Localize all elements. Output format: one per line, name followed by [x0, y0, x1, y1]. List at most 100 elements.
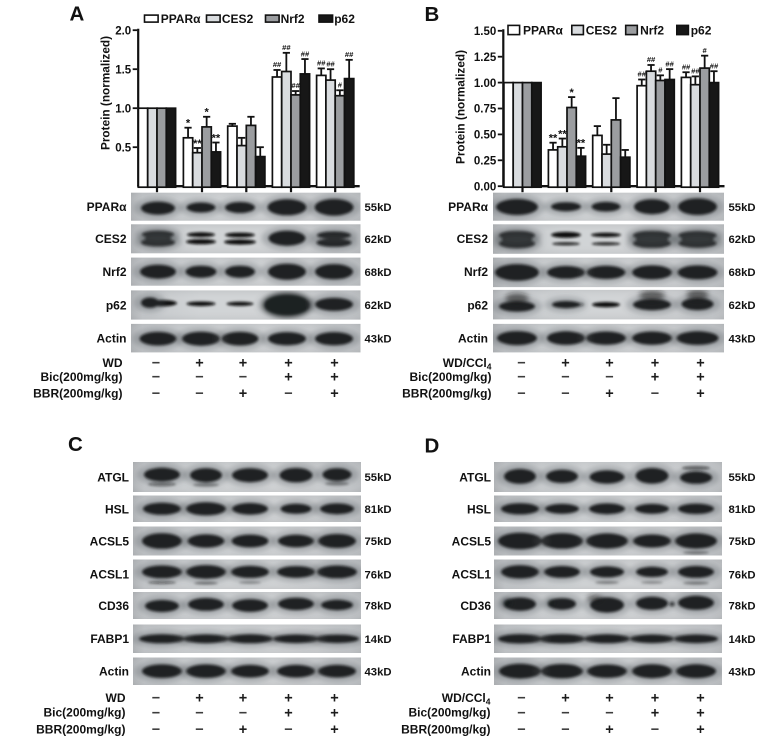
svg-text:+: + — [239, 356, 247, 372]
svg-text:##: ## — [291, 81, 300, 90]
svg-text:−: − — [517, 369, 525, 385]
svg-text:+: + — [330, 722, 338, 738]
svg-text:43kD: 43kD — [729, 333, 756, 345]
svg-text:+: + — [696, 722, 704, 738]
svg-text:ACSL5: ACSL5 — [90, 534, 130, 548]
svg-text:BBR(200mg/kg): BBR(200mg/kg) — [36, 722, 125, 736]
svg-text:0.25: 0.25 — [474, 156, 497, 168]
svg-text:−: − — [152, 691, 160, 707]
svg-text:−: − — [284, 722, 292, 738]
svg-text:HSL: HSL — [105, 502, 129, 516]
svg-text:−: − — [195, 705, 203, 721]
svg-text:62kD: 62kD — [729, 300, 756, 312]
svg-text:0.00: 0.00 — [474, 181, 496, 193]
svg-text:68kD: 68kD — [729, 267, 756, 279]
svg-text:14kD: 14kD — [365, 634, 392, 646]
svg-text:CD36: CD36 — [460, 599, 491, 613]
svg-text:Nrf2: Nrf2 — [102, 265, 126, 279]
svg-text:BBR(200mg/kg): BBR(200mg/kg) — [401, 722, 490, 736]
svg-text:−: − — [651, 386, 659, 402]
svg-text:D: D — [425, 434, 440, 457]
svg-text:78kD: 78kD — [729, 601, 756, 613]
svg-text:CES2: CES2 — [222, 12, 254, 26]
svg-text:+: + — [605, 691, 613, 707]
svg-text:−: − — [239, 705, 247, 721]
svg-text:CES2: CES2 — [457, 232, 489, 246]
svg-text:+: + — [284, 356, 292, 372]
svg-text:WD/CCl4: WD/CCl4 — [442, 691, 491, 707]
svg-text:Protein (normalized): Protein (normalized) — [99, 36, 113, 150]
svg-text:14kD: 14kD — [729, 634, 756, 646]
svg-text:+: + — [651, 356, 659, 372]
svg-text:1.25: 1.25 — [474, 52, 497, 64]
svg-text:0.50: 0.50 — [474, 130, 496, 142]
svg-text:+: + — [696, 356, 704, 372]
svg-text:#: # — [658, 66, 663, 75]
svg-text:+: + — [651, 705, 659, 721]
svg-text:62kD: 62kD — [365, 300, 392, 312]
svg-text:##: ## — [282, 43, 291, 52]
svg-text:+: + — [195, 691, 203, 707]
svg-text:−: − — [517, 386, 525, 402]
svg-text:+: + — [605, 386, 613, 402]
svg-text:+: + — [330, 356, 338, 372]
svg-text:75kD: 75kD — [365, 536, 392, 548]
svg-text:−: − — [517, 705, 525, 721]
svg-text:81kD: 81kD — [729, 504, 756, 516]
svg-text:75kD: 75kD — [729, 536, 756, 548]
svg-text:+: + — [696, 705, 704, 721]
svg-text:BBR(200mg/kg): BBR(200mg/kg) — [402, 386, 491, 400]
svg-text:62kD: 62kD — [365, 234, 392, 246]
svg-text:+: + — [284, 691, 292, 707]
svg-text:81kD: 81kD — [365, 504, 392, 516]
svg-text:Bic(200mg/kg): Bic(200mg/kg) — [43, 706, 125, 720]
svg-text:−: − — [284, 386, 292, 402]
svg-text:−: − — [195, 386, 203, 402]
svg-text:Nrf2: Nrf2 — [281, 12, 305, 26]
svg-text:−: − — [561, 386, 569, 402]
svg-text:55kD: 55kD — [365, 202, 392, 214]
svg-text:78kD: 78kD — [365, 601, 392, 613]
svg-text:+: + — [239, 722, 247, 738]
svg-text:##: ## — [638, 70, 647, 79]
svg-text:+: + — [239, 386, 247, 402]
svg-text:Actin: Actin — [458, 332, 488, 346]
svg-text:−: − — [195, 369, 203, 385]
svg-text:0.75: 0.75 — [474, 104, 497, 116]
svg-text:Nrf2: Nrf2 — [640, 23, 664, 37]
svg-text:+: + — [651, 369, 659, 385]
svg-text:CES2: CES2 — [586, 23, 618, 37]
svg-text:p62: p62 — [691, 23, 712, 37]
svg-text:Bic(200mg/kg): Bic(200mg/kg) — [40, 370, 122, 384]
svg-text:**: ** — [549, 132, 558, 144]
svg-text:##: ## — [301, 49, 310, 58]
svg-text:B: B — [425, 3, 440, 26]
svg-text:FABP1: FABP1 — [90, 632, 129, 646]
svg-text:+: + — [239, 691, 247, 707]
svg-text:−: − — [517, 691, 525, 707]
svg-text:**: ** — [558, 128, 567, 140]
svg-text:+: + — [696, 369, 704, 385]
svg-text:Bic(200mg/kg): Bic(200mg/kg) — [409, 370, 491, 384]
svg-text:55kD: 55kD — [729, 472, 756, 484]
svg-text:Actin: Actin — [461, 665, 491, 679]
svg-text:##: ## — [273, 60, 282, 69]
svg-text:CD36: CD36 — [98, 599, 129, 613]
svg-text:Actin: Actin — [99, 665, 129, 679]
svg-text:−: − — [152, 369, 160, 385]
svg-text:+: + — [561, 691, 569, 707]
svg-text:+: + — [284, 369, 292, 385]
svg-text:+: + — [696, 691, 704, 707]
svg-text:#: # — [338, 80, 343, 89]
svg-text:−: − — [239, 369, 247, 385]
svg-text:**: ** — [577, 138, 586, 150]
svg-text:−: − — [152, 356, 160, 372]
svg-text:−: − — [517, 356, 525, 372]
svg-text:+: + — [330, 369, 338, 385]
svg-text:Nrf2: Nrf2 — [464, 265, 488, 279]
svg-text:+: + — [605, 722, 613, 738]
svg-text:1.5: 1.5 — [115, 64, 132, 76]
svg-text:FABP1: FABP1 — [452, 632, 491, 646]
svg-text:Bic(200mg/kg): Bic(200mg/kg) — [408, 706, 490, 720]
svg-text:ATGL: ATGL — [97, 470, 129, 484]
